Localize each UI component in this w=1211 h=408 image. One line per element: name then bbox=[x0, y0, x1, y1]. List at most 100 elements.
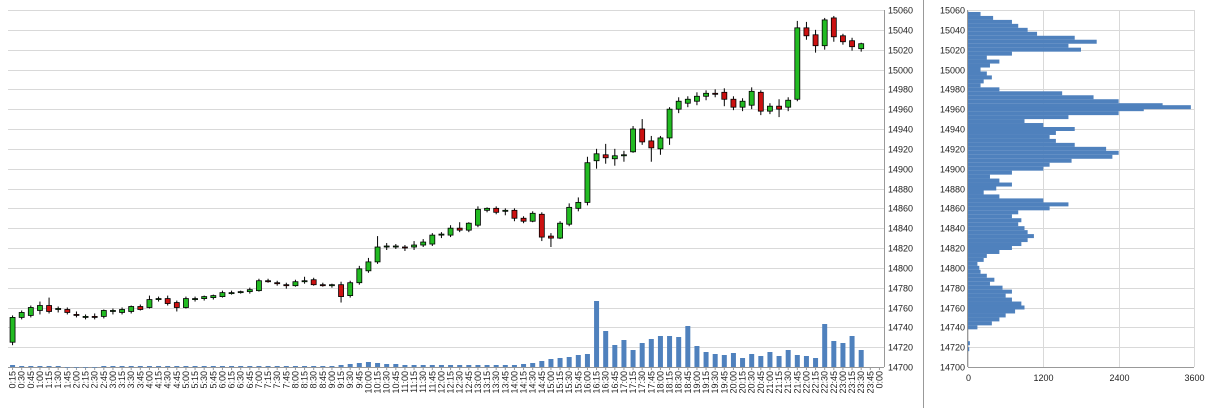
profile-bar bbox=[968, 261, 978, 266]
candle-body bbox=[703, 92, 709, 97]
profile-bar bbox=[968, 234, 1034, 239]
x-tick-label: 11:30 bbox=[418, 371, 428, 393]
profile-bar bbox=[968, 210, 1019, 215]
candle-body bbox=[274, 282, 281, 285]
profile-bar bbox=[968, 238, 1028, 243]
candle-body bbox=[465, 222, 472, 231]
candle-body bbox=[301, 280, 308, 283]
profile-bar bbox=[968, 87, 1000, 92]
profile-bar bbox=[968, 166, 1044, 171]
profile-bar bbox=[968, 206, 1050, 211]
profile-bar bbox=[968, 249, 1000, 254]
volume-bar bbox=[311, 366, 317, 367]
profile-bar bbox=[968, 99, 1119, 104]
volume-bar bbox=[83, 367, 89, 368]
volume-bar bbox=[557, 358, 563, 367]
volume-bar bbox=[356, 363, 362, 367]
y-tick-label: 14800 bbox=[940, 264, 965, 274]
profile-bar bbox=[968, 162, 1050, 167]
x-tick-label: 18:45 bbox=[683, 371, 693, 394]
y-tick-label: 14920 bbox=[940, 145, 965, 155]
volume-bar bbox=[676, 337, 682, 367]
profile-bar bbox=[968, 182, 1012, 187]
x-tick-label: 5:15 bbox=[190, 371, 200, 389]
candle-body bbox=[648, 140, 655, 149]
y-tick-label: 14900 bbox=[888, 165, 913, 175]
x-tick-label: 21:15 bbox=[774, 371, 784, 394]
profile-bar bbox=[968, 325, 978, 330]
x-tick-label: 5:45 bbox=[208, 371, 218, 389]
x-tick-label: 21:00 bbox=[765, 371, 775, 394]
x-tick-label: 14:15 bbox=[519, 371, 529, 394]
candle-body bbox=[429, 234, 436, 245]
candle-body bbox=[493, 207, 500, 213]
volume-bar bbox=[174, 366, 180, 367]
x-tick-label: 20:30 bbox=[747, 371, 757, 394]
profile-bar bbox=[968, 83, 981, 88]
y-tick-label: 14980 bbox=[940, 85, 965, 95]
candle-body bbox=[173, 302, 180, 308]
candle-body bbox=[329, 284, 335, 287]
profile-bar bbox=[968, 27, 1028, 32]
x-tick-label: 11:00 bbox=[400, 371, 410, 393]
x-tick-label: 9:00 bbox=[327, 371, 337, 389]
profile-bar bbox=[968, 115, 1069, 120]
profile-bar bbox=[968, 347, 970, 352]
profile-bar bbox=[968, 55, 987, 60]
x-tick-label: 20:45 bbox=[756, 371, 766, 394]
x-tick-label: 3600 bbox=[1184, 373, 1204, 383]
candle-body bbox=[402, 246, 408, 249]
candle-body bbox=[557, 222, 563, 239]
candle-body bbox=[611, 155, 618, 160]
profile-bar bbox=[968, 127, 1075, 131]
x-tick-label: 3:30 bbox=[126, 371, 136, 389]
candle-body bbox=[18, 312, 25, 318]
volume-bar bbox=[539, 361, 545, 367]
y-tick-label: 14720 bbox=[888, 343, 913, 353]
x-tick-label: 8:15 bbox=[300, 371, 310, 389]
profile-bar bbox=[968, 321, 992, 326]
profile-bar bbox=[968, 186, 997, 191]
volume-bar bbox=[320, 366, 326, 367]
x-tick-label: 22:15 bbox=[811, 371, 821, 394]
candle-body bbox=[82, 316, 89, 318]
x-tick-label: 10:00 bbox=[363, 371, 373, 394]
x-tick-label: 9:30 bbox=[345, 371, 355, 389]
volume-profile-chart: 14700 14720 14740 14760 14780 14800 14820 14840… bbox=[923, 0, 1205, 408]
profile-bar bbox=[968, 75, 992, 80]
volume-bar bbox=[420, 365, 426, 367]
candle-body bbox=[383, 245, 390, 248]
y-tick-label: 14900 bbox=[940, 165, 965, 175]
candle-body bbox=[210, 295, 217, 298]
volume-bar bbox=[530, 363, 536, 367]
y-tick-label: 14740 bbox=[888, 323, 913, 333]
candle-body bbox=[657, 137, 664, 150]
volume-bar bbox=[657, 336, 663, 367]
x-tick-label: 18:15 bbox=[665, 371, 675, 394]
candle-body bbox=[593, 153, 600, 162]
volume-bar bbox=[192, 366, 198, 367]
x-tick-label: 15:15 bbox=[555, 371, 565, 394]
volume-bar bbox=[128, 366, 134, 367]
volume-bar bbox=[329, 366, 335, 367]
x-tick-label: 9:45 bbox=[354, 371, 364, 389]
volume-bar bbox=[548, 359, 554, 367]
volume-bar bbox=[740, 358, 746, 367]
y-tick-label: 14840 bbox=[940, 224, 965, 234]
profile-bar bbox=[968, 130, 1056, 135]
profile-bar bbox=[968, 341, 970, 346]
volume-bar bbox=[448, 365, 454, 367]
volume-bar bbox=[721, 355, 727, 367]
volume-bar bbox=[92, 367, 98, 368]
profile-bar bbox=[968, 43, 1069, 48]
candle-body bbox=[219, 292, 226, 297]
volume-bar bbox=[210, 366, 216, 367]
candle-body bbox=[566, 206, 573, 225]
volume-bar bbox=[219, 366, 225, 367]
candle-body bbox=[438, 233, 445, 236]
volume-bar bbox=[594, 301, 600, 367]
x-tick-label: 12:00 bbox=[436, 371, 446, 394]
candlestick-chart: 14700 14720 14740 14760 14780 14800 14820 14840… bbox=[8, 6, 913, 394]
profile-bar bbox=[968, 301, 1022, 306]
